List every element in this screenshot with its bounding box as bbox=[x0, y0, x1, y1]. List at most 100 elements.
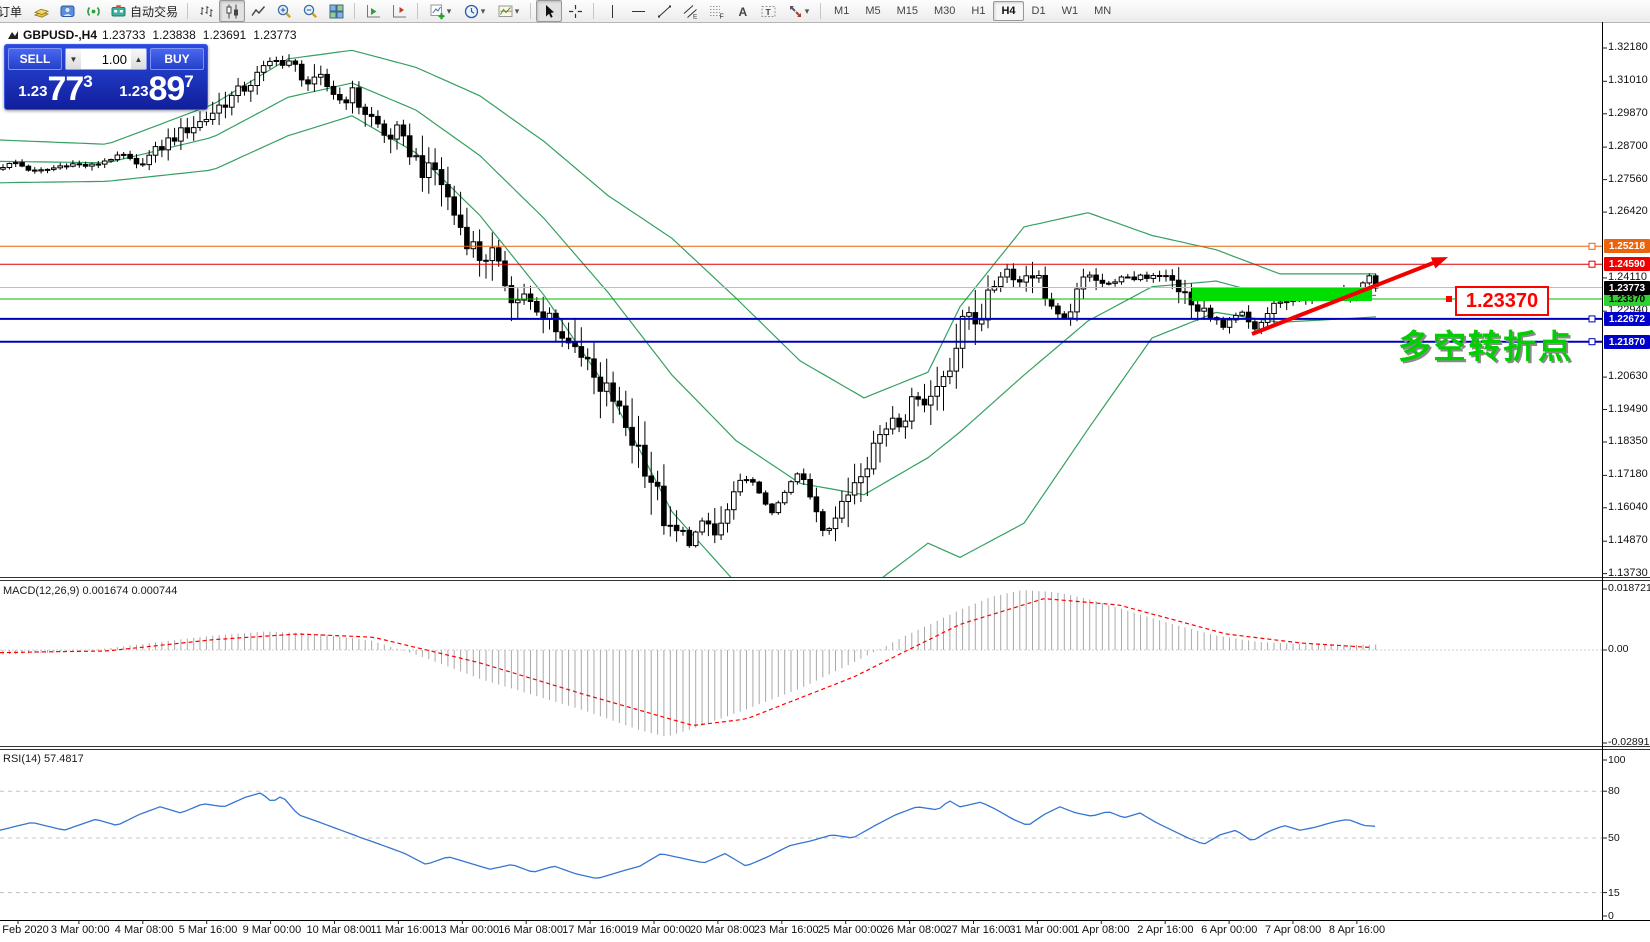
tile-windows-button[interactable] bbox=[323, 0, 349, 22]
ohlc-high: 1.23838 bbox=[152, 28, 196, 42]
line-handle[interactable] bbox=[1588, 315, 1596, 323]
pane-borders bbox=[0, 22, 1650, 924]
price-axis-label: 1.24110 bbox=[1608, 271, 1647, 283]
timeframe-button-d1[interactable]: D1 bbox=[1031, 5, 1046, 17]
note-text[interactable]: 多空转折点 bbox=[1398, 328, 1573, 365]
price-box-anchor[interactable] bbox=[1446, 296, 1452, 302]
ohlc-low: 1.23691 bbox=[202, 28, 247, 42]
timeframe-button-w1[interactable]: W1 bbox=[1061, 5, 1079, 17]
auto-scroll-button[interactable] bbox=[360, 0, 386, 22]
timeframe-button-m30[interactable]: M30 bbox=[934, 5, 956, 17]
toolbar: 新订单 自动交易 ▾ ▾ ▾ E F A T ▾ M1 M5 M15 M30 H1 H4 D1 W1 MN bbox=[0, 0, 1650, 23]
crosshair-button[interactable] bbox=[562, 0, 588, 22]
toolbar-separator bbox=[354, 3, 356, 19]
zoom-in-button[interactable] bbox=[271, 0, 297, 22]
time-axis-label: 9 Mar 00:00 bbox=[242, 924, 302, 936]
rsi-axis-label: 80 bbox=[1608, 785, 1620, 797]
time-axis-label: 25 Mar 00:00 bbox=[817, 924, 883, 936]
time-axis-label: 13 Mar 00:00 bbox=[434, 924, 500, 936]
volume-down-button[interactable]: ▼ bbox=[66, 49, 81, 69]
auto-trading-button[interactable]: 自动交易 bbox=[106, 3, 182, 20]
price-axis-label: 1.27560 bbox=[1608, 173, 1648, 185]
candlesticks bbox=[0, 54, 1379, 548]
time-axis-label: 3 Mar 00:00 bbox=[50, 924, 110, 936]
line-chart-button[interactable] bbox=[245, 0, 271, 22]
chart-symbol-icon bbox=[8, 30, 18, 39]
time-axis-label: 6 Apr 00:00 bbox=[1201, 924, 1258, 936]
bar-chart-button[interactable] bbox=[193, 0, 219, 22]
price-annotation-box[interactable]: 1.23370 bbox=[1455, 286, 1549, 316]
time-axis-label: 7 Apr 08:00 bbox=[1265, 924, 1322, 936]
macd-signal-line bbox=[0, 598, 1373, 727]
new-order-button[interactable]: 新订单 bbox=[0, 4, 23, 19]
client-terminal-icon[interactable] bbox=[54, 0, 80, 22]
vertical-line-button[interactable] bbox=[599, 0, 625, 22]
candlestick-chart-button[interactable] bbox=[219, 0, 246, 22]
price-axis-label: 1.29870 bbox=[1608, 107, 1648, 119]
macd-label: MACD(12,26,9) 0.001674 0.000744 bbox=[3, 585, 178, 597]
macd-axis-label: 0.018721 bbox=[1608, 582, 1650, 594]
order-book-icon[interactable] bbox=[28, 0, 54, 22]
rsi-label: RSI(14) 57.4817 bbox=[3, 753, 84, 765]
equidistant-channel-button[interactable]: E bbox=[677, 0, 703, 22]
time-axis-label: 16 Mar 08:00 bbox=[498, 924, 564, 936]
sell-button[interactable]: SELL bbox=[8, 48, 62, 70]
timeframe-button-mn[interactable]: MN bbox=[1094, 5, 1112, 17]
time-axis-label: 8 Apr 16:00 bbox=[1328, 924, 1386, 936]
line-handle[interactable] bbox=[1588, 242, 1596, 250]
volume-input[interactable] bbox=[81, 49, 131, 69]
line-handle[interactable] bbox=[1588, 338, 1596, 346]
macd-pane[interactable] bbox=[0, 590, 1602, 737]
text-button[interactable]: A bbox=[729, 0, 755, 22]
timeframe-button-h1[interactable]: H1 bbox=[971, 5, 986, 17]
chart-shift-button[interactable] bbox=[386, 0, 412, 22]
rsi-pane[interactable] bbox=[0, 790, 1602, 894]
new-chart-button[interactable]: ▾ bbox=[423, 0, 457, 22]
volume-box: ▼ ▲ bbox=[65, 48, 147, 70]
price-badge-1.25218: 1.25218 bbox=[1604, 239, 1650, 253]
timeframe-button-m1[interactable]: M1 bbox=[834, 5, 850, 17]
chart-title: GBPUSD-,H4 1.23733 1.23838 1.23691 1.237… bbox=[8, 28, 299, 42]
timeframe-button-m15[interactable]: M15 bbox=[896, 5, 918, 17]
cursor-button[interactable] bbox=[536, 0, 563, 22]
svg-text:A: A bbox=[738, 5, 747, 19]
price-axis-label: 1.26420 bbox=[1608, 205, 1648, 217]
timeframe-button-m5[interactable]: M5 bbox=[865, 5, 881, 17]
price-badge-1.23370: 1.23370 bbox=[1604, 292, 1650, 306]
bollinger-bands bbox=[0, 49, 1377, 578]
signals-icon[interactable] bbox=[80, 0, 106, 22]
highlight-bar[interactable] bbox=[1192, 287, 1372, 301]
price-badge-1.24590: 1.24590 bbox=[1604, 257, 1650, 271]
chevron-down-icon: ▾ bbox=[514, 5, 520, 16]
svg-text:E: E bbox=[693, 13, 698, 20]
horizontal-level-lines bbox=[0, 242, 1602, 346]
rsi-line bbox=[0, 792, 1376, 879]
horizontal-line-button[interactable] bbox=[625, 0, 651, 22]
price-axis-label: 1.32180 bbox=[1608, 41, 1648, 53]
ohlc-close: 1.23773 bbox=[253, 28, 297, 42]
buy-button[interactable]: BUY bbox=[150, 48, 204, 70]
toolbar-separator bbox=[417, 3, 419, 19]
chevron-down-icon: ▾ bbox=[480, 5, 486, 16]
zoom-out-button[interactable] bbox=[297, 0, 323, 22]
trend-arrow[interactable] bbox=[1251, 257, 1448, 336]
price-axis-label: 1.14870 bbox=[1608, 534, 1648, 546]
price-axis-label: 1.16040 bbox=[1608, 501, 1648, 513]
profiles-button[interactable]: ▾ bbox=[457, 0, 491, 22]
price-axis-label: 1.19490 bbox=[1608, 403, 1648, 415]
time-axis-label: 23 Mar 16:00 bbox=[753, 924, 819, 936]
templates-button[interactable]: ▾ bbox=[491, 0, 525, 22]
trendline-button[interactable] bbox=[651, 0, 677, 22]
line-handle[interactable] bbox=[1588, 260, 1596, 268]
time-axis-label: 28 Feb 2020 bbox=[0, 924, 49, 936]
fibonacci-button[interactable]: F bbox=[703, 0, 729, 22]
timeframe-button-h4[interactable]: H4 bbox=[993, 1, 1024, 21]
time-axis-label: 20 Mar 08:00 bbox=[689, 924, 755, 936]
arrows-button[interactable]: ▾ bbox=[781, 0, 815, 22]
volume-up-button[interactable]: ▲ bbox=[131, 49, 146, 69]
time-axis-label: 19 Mar 00:00 bbox=[626, 924, 691, 936]
text-label-button[interactable]: T bbox=[755, 0, 781, 22]
svg-text:T: T bbox=[765, 6, 771, 16]
